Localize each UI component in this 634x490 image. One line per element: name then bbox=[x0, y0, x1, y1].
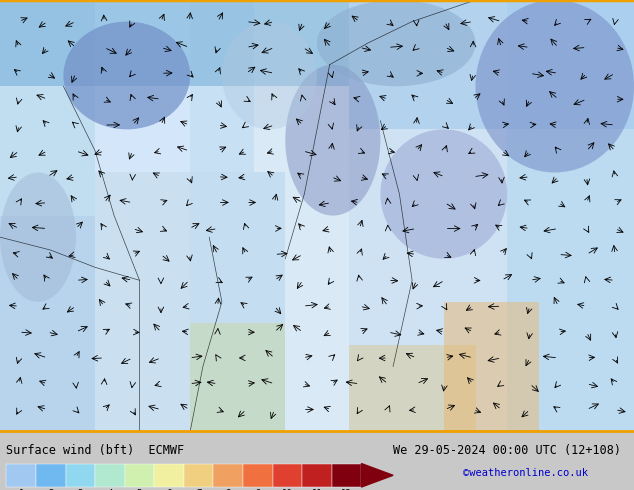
Bar bbox=[0, 216, 95, 431]
Text: 9: 9 bbox=[255, 489, 261, 490]
Text: 6: 6 bbox=[166, 489, 172, 490]
Bar bbox=[0, 0, 349, 86]
Text: 11: 11 bbox=[312, 489, 322, 490]
Bar bbox=[273, 464, 302, 487]
Bar bbox=[190, 323, 285, 431]
Ellipse shape bbox=[0, 172, 76, 302]
Text: We 29-05-2024 00:00 UTC (12+108): We 29-05-2024 00:00 UTC (12+108) bbox=[393, 444, 621, 457]
Bar bbox=[444, 302, 539, 431]
Ellipse shape bbox=[317, 0, 476, 86]
Bar bbox=[243, 464, 273, 487]
Ellipse shape bbox=[63, 22, 190, 129]
Bar bbox=[302, 464, 332, 487]
Ellipse shape bbox=[285, 65, 380, 216]
Bar bbox=[507, 0, 634, 431]
Ellipse shape bbox=[380, 129, 507, 259]
Bar bbox=[0, 0, 95, 216]
Bar bbox=[349, 0, 507, 431]
Ellipse shape bbox=[222, 22, 317, 129]
Text: 5: 5 bbox=[137, 489, 142, 490]
Bar bbox=[214, 464, 243, 487]
Bar bbox=[95, 0, 254, 172]
Text: 7: 7 bbox=[196, 489, 202, 490]
Bar bbox=[190, 0, 349, 431]
Bar bbox=[36, 464, 65, 487]
Text: 4: 4 bbox=[107, 489, 113, 490]
Bar bbox=[154, 464, 184, 487]
Text: 10: 10 bbox=[282, 489, 293, 490]
Bar bbox=[95, 172, 285, 431]
Bar bbox=[349, 0, 634, 129]
Bar bbox=[6, 464, 36, 487]
Bar bbox=[349, 345, 476, 431]
Text: 8: 8 bbox=[226, 489, 231, 490]
Text: ©weatheronline.co.uk: ©weatheronline.co.uk bbox=[463, 467, 588, 478]
Text: 1: 1 bbox=[18, 489, 24, 490]
Ellipse shape bbox=[476, 0, 634, 172]
Bar bbox=[184, 464, 214, 487]
Bar bbox=[95, 464, 125, 487]
Text: 12: 12 bbox=[341, 489, 352, 490]
Text: 2: 2 bbox=[48, 489, 53, 490]
Text: Surface wind (bft)  ECMWF: Surface wind (bft) ECMWF bbox=[6, 444, 184, 457]
Text: 3: 3 bbox=[77, 489, 83, 490]
Bar bbox=[65, 464, 95, 487]
Polygon shape bbox=[361, 464, 393, 487]
Bar bbox=[332, 464, 361, 487]
Bar bbox=[125, 464, 154, 487]
